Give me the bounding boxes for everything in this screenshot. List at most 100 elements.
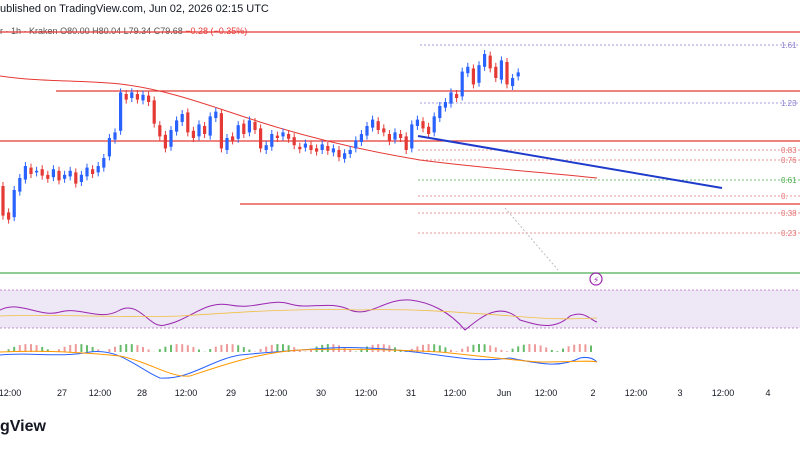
candle-body [320,144,324,150]
candle-body [343,153,347,159]
signal-line [0,348,598,377]
open-value: O80.00 [60,26,90,36]
exchange-label: Kraken [29,26,58,36]
macd-histogram-bar [24,344,27,352]
macd-histogram-bar [472,344,475,352]
replay-icon [589,272,603,286]
macd-histogram-bar [338,345,340,352]
candle-body [326,146,330,151]
publish-info: ublished on TradingView.com, Jun 02, 202… [0,3,269,15]
candle-body [46,174,50,179]
macd-histogram-bar [427,344,430,352]
time-axis-label: 3 [677,388,682,398]
macd-histogram-bar [237,345,240,352]
macd-histogram-bar [500,349,503,352]
time-axis-label: 30 [316,388,326,398]
macd-histogram-bar [181,344,184,352]
rsi-line [0,299,598,331]
candle-body [270,134,274,147]
macd-histogram-bar [74,344,77,352]
candle-body [158,125,162,137]
candle-body [29,167,33,174]
time-axis-label: 12:00 [89,388,112,398]
candle-body [376,121,380,130]
macd-histogram-bar [556,351,559,352]
fib-levels: 1.61 1.23 0.830.76 0.61 0. 0.38 0.23 [418,41,800,238]
macd-histogram-bar [298,349,301,352]
macd-histogram-bar [276,344,279,352]
candle-body [259,128,263,149]
macd-histogram-bar [539,345,542,352]
candle-body [359,134,363,142]
time-axis: 12:00 27 12:00 28 12:00 29 12:00 30 12:00 31 12:00… [0,388,771,398]
macd-histogram-bar [438,345,441,352]
rsi-ma-line [0,309,598,320]
rsi-band [0,290,800,328]
candle-body [427,126,431,134]
macd-histogram-bar [567,346,570,352]
time-axis-label: 28 [137,388,147,398]
candle-body [466,66,470,74]
time-axis-label: 12:00 [265,388,288,398]
macd-histogram-bar [13,346,16,352]
macd-histogram-bar [444,347,447,352]
close-value: C79.68 [153,26,183,36]
macd-histogram-bar [58,349,60,352]
fib-label: 0.23 [781,229,797,238]
moving-average-line [0,75,598,179]
macd-histogram-bar [192,347,195,352]
candle-body [225,138,229,150]
candle-body [57,170,61,181]
macd-histogram-bar [46,349,49,352]
candle-body [404,136,408,150]
macd-histogram-bar [528,344,531,352]
candle-body [141,94,145,101]
candle-body [130,92,134,98]
candle-body [219,113,223,149]
candle-body [135,94,139,100]
macd-histogram-bar [377,344,380,352]
trendlines: ⚡ [417,135,723,286]
price-chart[interactable]: 1.61 1.23 0.830.76 0.61 0. 0.38 0.23 ⚡ 12:00 27… [0,0,800,410]
candle-body [96,166,100,173]
candle-body [79,174,83,182]
candle-body [449,92,453,104]
macd-line [0,346,598,379]
candle-body [483,54,487,67]
lightning-icon: ⚡ [593,276,599,286]
macd-histogram-bar [349,349,352,352]
macd-histogram-bar [7,349,10,352]
candle-body [331,148,335,153]
candle-body [91,169,95,174]
time-axis-label: 31 [406,388,416,398]
time-axis-label: 12:00 [625,388,648,398]
macd-histogram-bar [114,346,116,352]
fib-label: 1.23 [781,99,797,108]
candle-body [85,167,89,177]
candle-body [371,119,375,128]
time-axis-label: 12:00 [712,388,735,398]
macd-histogram-bar [584,344,587,352]
candle-body [443,102,447,108]
candle-body [499,60,503,80]
candle-body [152,100,156,124]
high-value: H80.04 [92,26,122,36]
time-axis-label: Jun [497,388,512,398]
candle-body [63,174,67,179]
candle-body [214,111,218,118]
macd-histogram-bar [310,348,312,352]
candle-body [477,65,481,83]
macd-histogram-bar [416,346,419,352]
macd-histogram-bar [108,349,111,352]
macd-histogram-bar [494,347,497,352]
fib-label: 1.61 [781,41,797,50]
candle-body [247,120,251,133]
candle-body [7,212,11,220]
candle-body [236,125,240,139]
candle-body [494,66,498,78]
fib-label: 0.61 [781,176,797,185]
candle-body [432,116,436,133]
candle-body [365,126,369,136]
macd-histogram-bar [433,344,436,352]
macd-histogram-bar [265,346,268,352]
